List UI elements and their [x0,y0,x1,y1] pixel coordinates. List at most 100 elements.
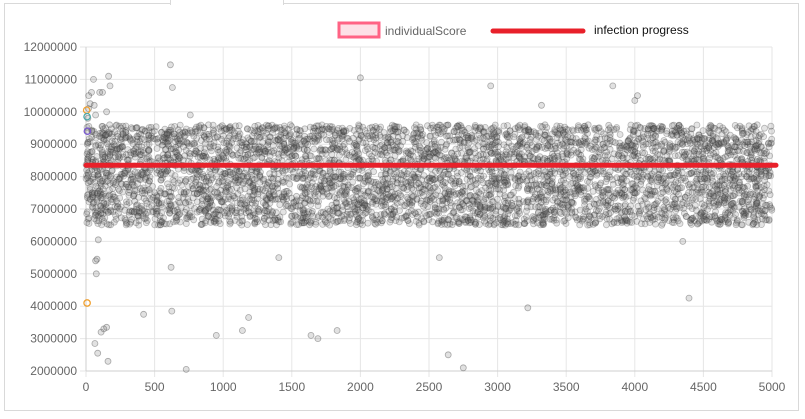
scatter-point [733,219,740,227]
scatter-point [713,181,721,189]
scatter-point [158,174,166,182]
scatter-point [647,155,654,163]
scatter-point [238,217,246,225]
scatter-point [428,194,436,202]
scatter-point [272,195,280,203]
scatter-point [699,213,707,221]
scatter-point [402,213,410,221]
scatter-point [763,149,770,156]
scatter-point [335,209,343,217]
scatter-point [709,136,717,144]
scatter-point [298,183,306,191]
scatter-point [623,177,630,185]
scatter-point [92,182,100,190]
scatter-point [346,137,353,145]
scatter-point [181,132,189,139]
scatter-point [516,168,524,176]
scatter-point [722,128,730,136]
scatter-point [717,177,724,185]
scatter-point [699,147,706,155]
scatter-point [601,134,609,142]
scatter-point [414,129,422,137]
scatter-point [546,170,554,178]
scatter-point [403,193,411,201]
scatter-point [368,213,376,220]
scatter-point [437,156,445,164]
scatter-point [599,189,607,197]
scatter-point [202,209,210,217]
scatter-point [526,135,534,143]
scatter-point [410,172,418,179]
tab-strip[interactable] [170,0,284,5]
scatter-point [214,133,222,141]
scatter-point [624,208,631,216]
scatter-point [362,139,370,147]
scatter-point [563,125,570,133]
legend-item-infection-progress[interactable]: infection progress [490,23,689,37]
scatter-point [750,174,757,182]
scatter-point [765,143,773,151]
scatter-point [618,189,626,197]
scatter-point [583,126,590,134]
scatter-point [270,170,278,178]
scatter-point [251,219,259,227]
scatter-point [557,184,565,192]
scatter-point [279,195,287,203]
scatter-point [125,189,133,196]
scatter-point [536,190,544,198]
scatter-point [309,212,317,220]
scatter-point [104,199,111,207]
scatter-point [697,210,705,218]
scatter-point [99,155,107,163]
scatter-point [174,137,182,145]
scatter-point [232,135,240,143]
scatter-point [196,205,204,213]
scatter-point [604,152,612,159]
scatter-point [542,168,549,176]
scatter-point [206,195,214,203]
scatter-point [753,202,760,210]
scatter-point [577,138,585,145]
scatter-point [396,147,403,155]
scatter-point [563,149,571,157]
scatter-point [458,194,466,202]
scatter-point [725,218,733,226]
scatter-point [444,216,452,223]
scatter-point [291,211,299,219]
scatter-point [171,123,179,130]
scatter-point [364,202,371,210]
scatter-point [606,192,614,199]
scatter-point [336,151,343,159]
scatter-point [400,172,407,179]
scatter-point [132,124,140,132]
scatter-point [271,136,279,144]
scatter-point [396,191,404,199]
scatter-point [284,125,292,133]
scatter-point [161,154,169,162]
scatter-point [673,143,680,151]
scatter-point [682,127,690,135]
scatter-point [186,127,194,134]
scatter-point [619,154,627,162]
scatter-point [198,152,206,160]
scatter-point [280,140,288,148]
scatter-point [683,148,691,156]
scatter-point [274,184,282,192]
scatter-point [633,138,641,145]
scatter-point [673,131,681,139]
scatter-point [356,174,364,182]
scatter-point [382,203,389,211]
scatter-point [722,170,730,178]
scatter-point [142,197,150,205]
scatter-point [724,179,731,187]
scatter-point [307,152,315,160]
scatter-point [171,201,179,209]
scatter-point [210,211,218,219]
scatter-point [328,151,336,158]
scatter-point [669,183,677,191]
scatter-point [222,184,230,192]
legend-item-individualscore[interactable]: individualScore [337,21,467,39]
scatter-point [628,141,636,149]
scatter-point [84,179,92,187]
scatter-point [575,155,583,163]
